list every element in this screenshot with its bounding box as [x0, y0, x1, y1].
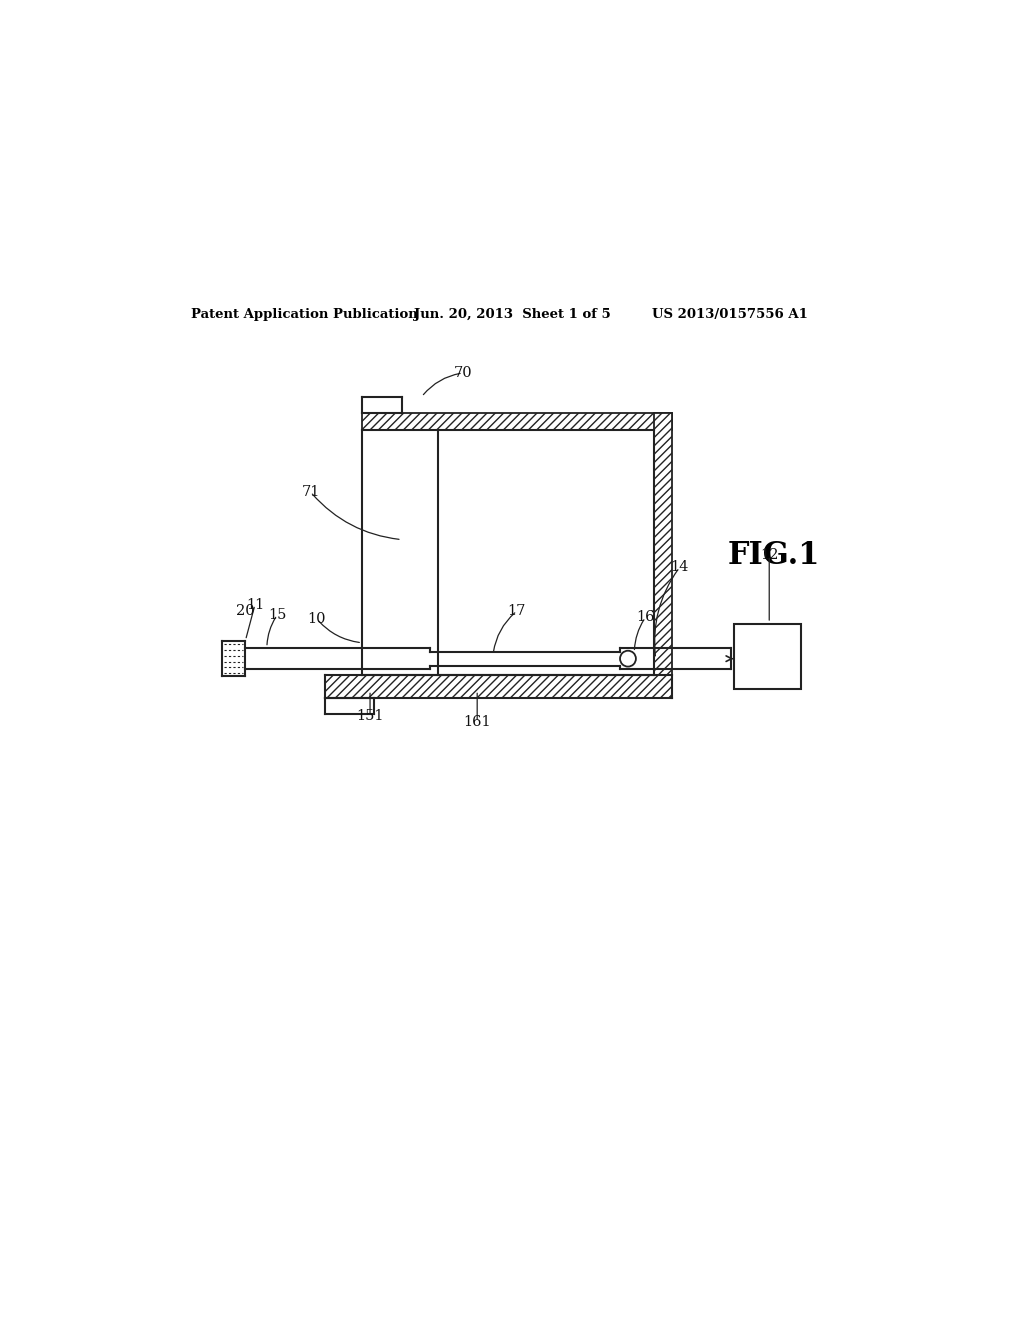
Text: 20: 20 [237, 605, 255, 618]
Text: Jun. 20, 2013  Sheet 1 of 5: Jun. 20, 2013 Sheet 1 of 5 [414, 308, 610, 321]
Text: 14: 14 [671, 561, 689, 574]
Bar [325, 675, 672, 698]
Text: 16: 16 [636, 610, 654, 624]
Bar [654, 413, 672, 675]
Text: 161: 161 [464, 715, 490, 729]
Text: Patent Application Publication: Patent Application Publication [191, 308, 418, 321]
Text: 17: 17 [508, 605, 526, 618]
Text: 151: 151 [356, 709, 384, 723]
Bar [733, 624, 801, 689]
Text: FIG.1: FIG.1 [727, 540, 819, 572]
Text: 10: 10 [307, 612, 326, 626]
Circle shape [621, 651, 636, 667]
Text: 12: 12 [760, 549, 778, 562]
Text: 71: 71 [301, 484, 319, 499]
Text: 70: 70 [454, 366, 472, 380]
Text: 11: 11 [246, 598, 264, 611]
Text: US 2013/0157556 A1: US 2013/0157556 A1 [652, 308, 808, 321]
Text: 15: 15 [268, 609, 287, 622]
Bar [362, 413, 672, 430]
